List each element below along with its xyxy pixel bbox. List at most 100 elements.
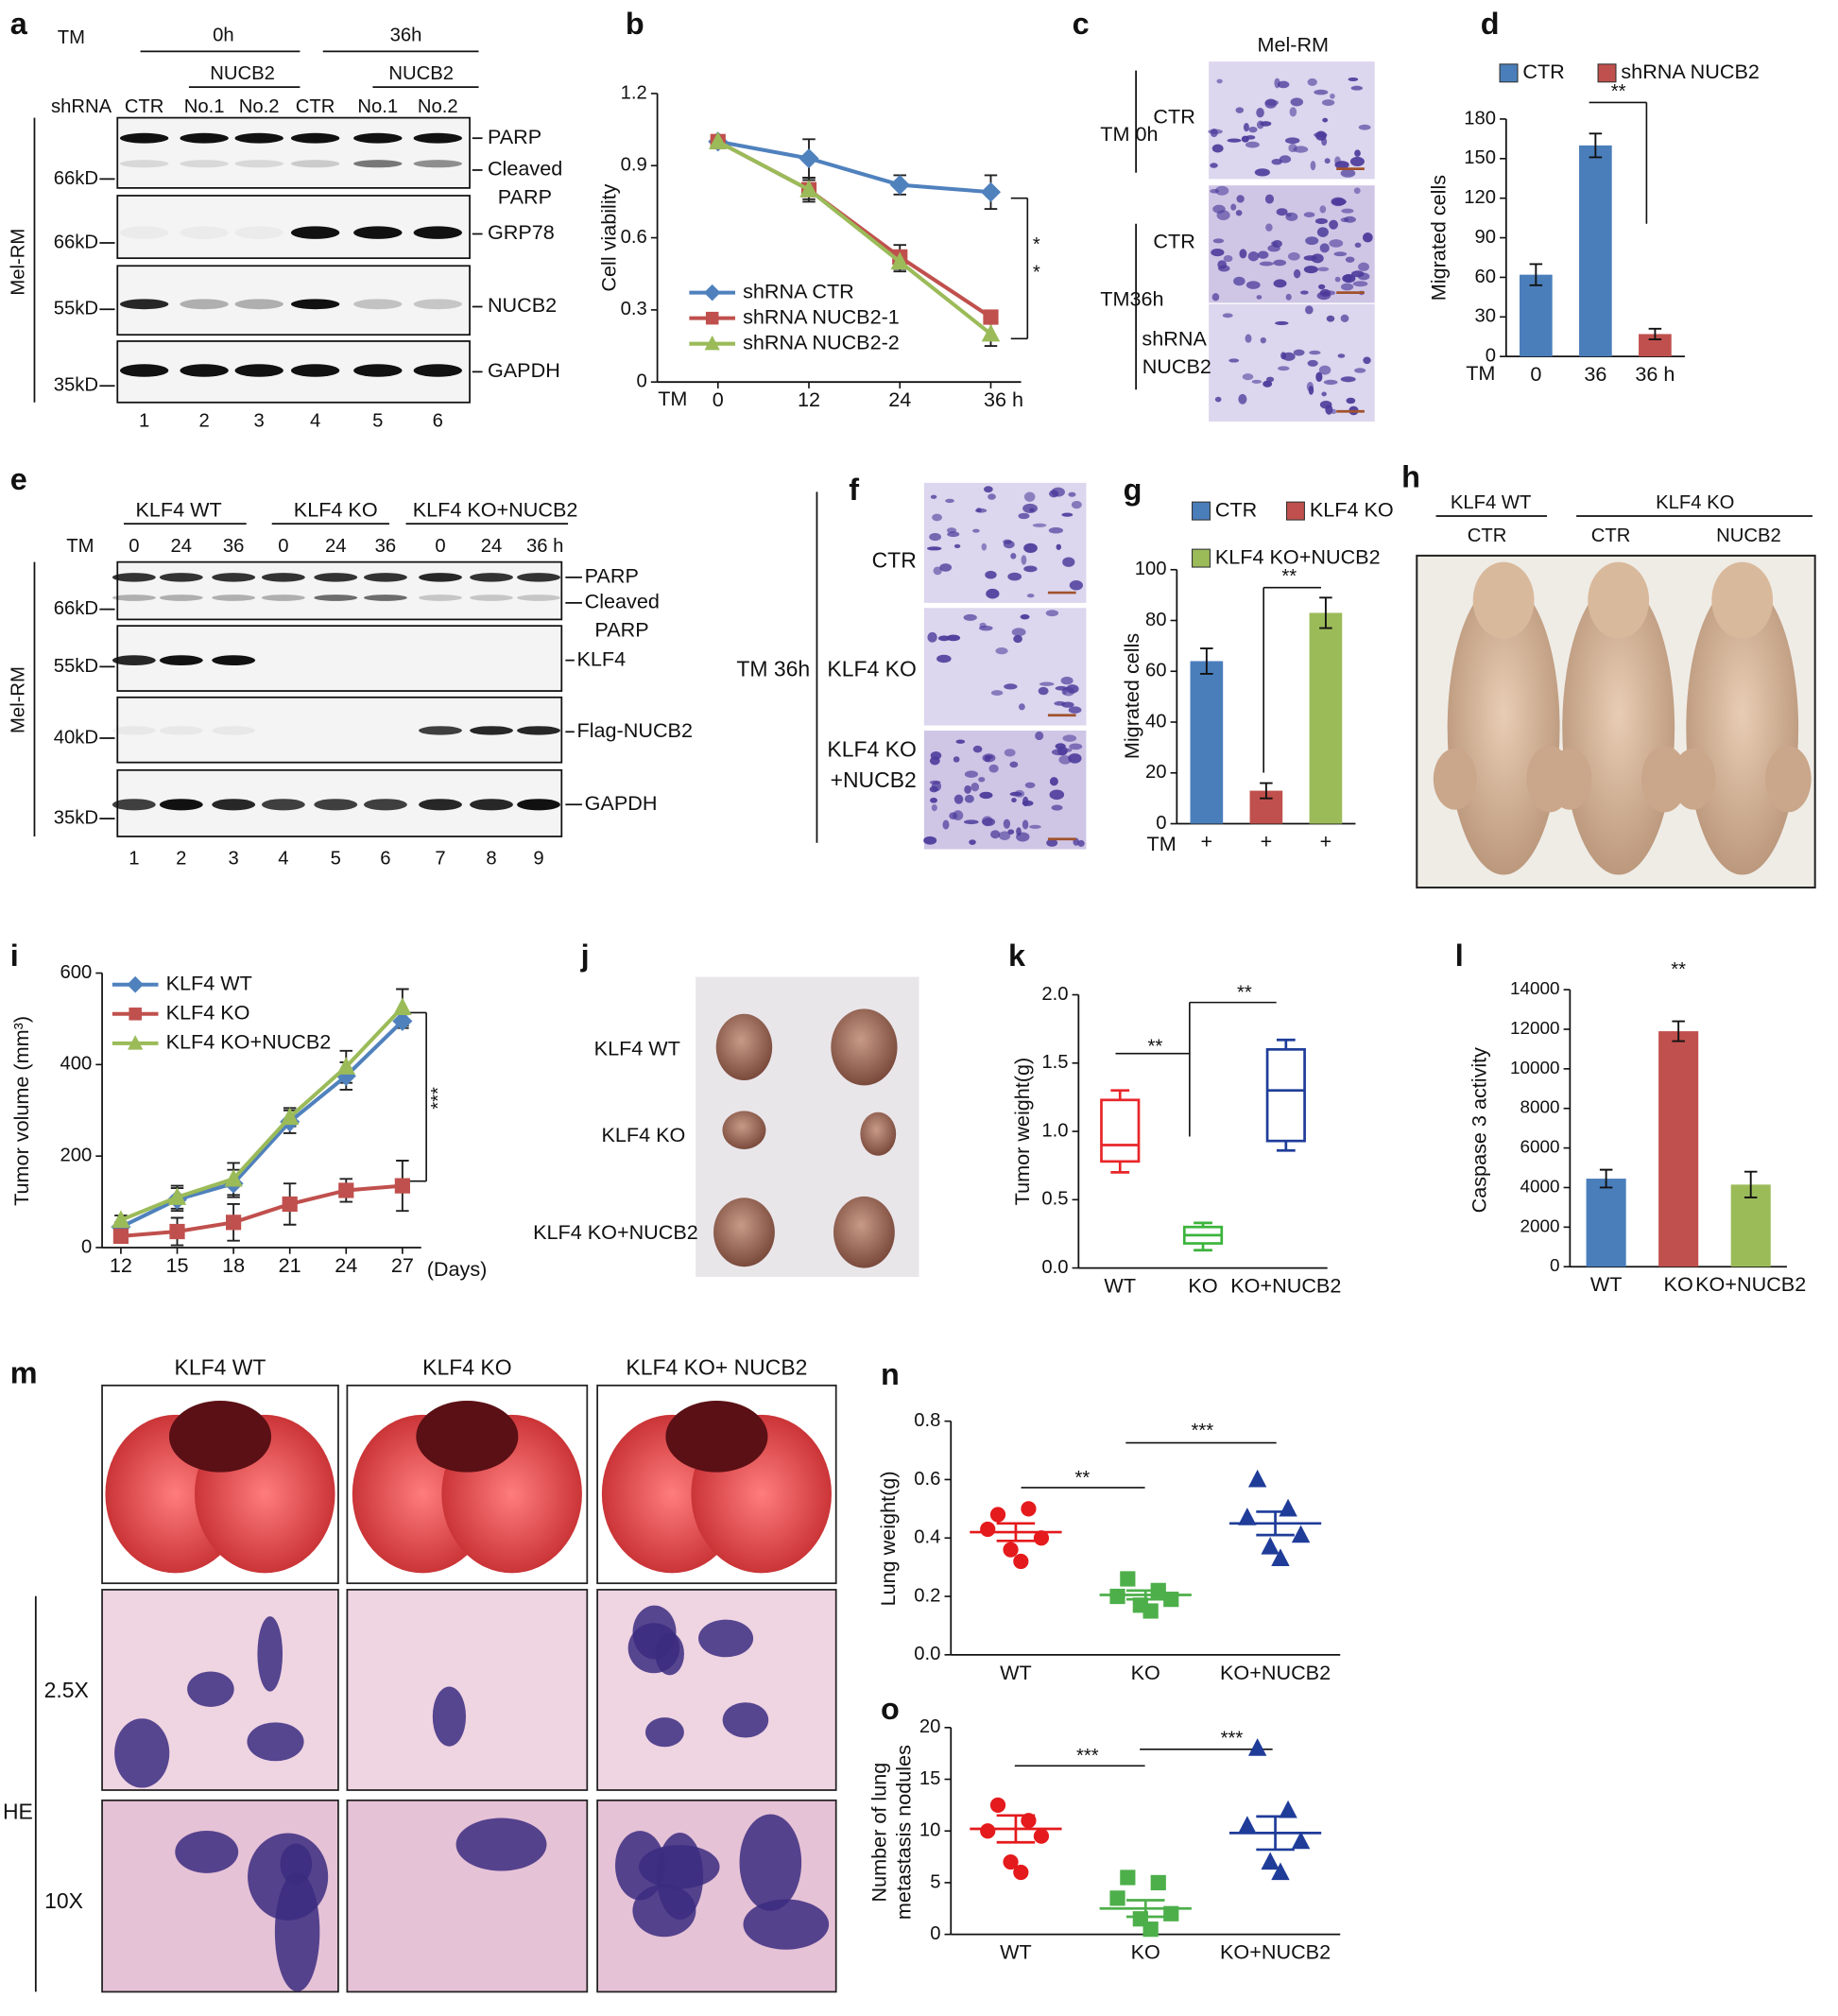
legend-marker xyxy=(129,1008,142,1021)
band-label: NUCB2 xyxy=(488,293,557,317)
stained-cell xyxy=(978,777,986,783)
y-tick-label: 0.2 xyxy=(914,1585,940,1606)
lane-label: 36 h xyxy=(526,536,563,557)
significance: *** xyxy=(1221,1728,1244,1749)
tumor-nodule xyxy=(743,1899,830,1950)
tumor xyxy=(1548,748,1592,810)
lane-number: 7 xyxy=(435,849,445,870)
label: HE xyxy=(3,1799,33,1823)
point xyxy=(1247,1469,1267,1488)
stained-cell xyxy=(1032,523,1047,527)
stained-cell xyxy=(1211,248,1225,257)
error-bar xyxy=(1589,132,1603,159)
y-tick-label: 0.4 xyxy=(914,1527,940,1548)
stained-cell xyxy=(1340,376,1356,383)
stained-cell xyxy=(1305,236,1319,246)
box xyxy=(1100,1098,1141,1163)
stained-cell xyxy=(1023,491,1036,502)
stained-cell xyxy=(1248,127,1258,133)
x-tick-label: 27 xyxy=(391,1253,414,1277)
legend-marker xyxy=(703,284,721,302)
stained-cell xyxy=(1310,161,1316,171)
tumor xyxy=(860,1111,897,1156)
stained-cell xyxy=(1285,293,1292,301)
lane-label: CTR xyxy=(296,96,335,117)
blot-band xyxy=(290,364,340,377)
point xyxy=(169,1223,185,1240)
blot-band xyxy=(180,132,229,144)
box xyxy=(1265,1047,1306,1143)
legend-marker xyxy=(704,335,720,351)
sem-bar xyxy=(1256,1815,1295,1852)
y-tick-label: 1.2 xyxy=(621,82,647,103)
point xyxy=(889,175,910,196)
stained-cell xyxy=(932,513,942,522)
stained-cell xyxy=(1354,242,1362,249)
y-axis-label: Tumor volume (mm³) xyxy=(9,1016,33,1206)
label: TM 36h xyxy=(736,657,810,681)
lane-number: 6 xyxy=(380,849,390,870)
panel-letter: o xyxy=(881,1692,900,1726)
y-tick-label: 200 xyxy=(60,1146,92,1166)
stained-cell xyxy=(1358,124,1371,130)
y-axis-label: Lung weight(g) xyxy=(876,1471,900,1606)
tumor-nodule xyxy=(280,1843,313,1886)
tumor-nodule xyxy=(739,1814,802,1911)
point xyxy=(1238,1508,1257,1525)
stained-cell xyxy=(1223,254,1233,263)
stained-cell xyxy=(1354,368,1366,373)
blot-band xyxy=(517,594,560,601)
blot-band xyxy=(261,573,305,582)
series-line xyxy=(716,140,992,336)
bar xyxy=(1579,145,1612,357)
tumor-nodule xyxy=(175,1830,239,1873)
stained-cell xyxy=(990,830,1001,839)
row-label: TM xyxy=(58,27,85,48)
bar xyxy=(1520,274,1553,357)
significance: * xyxy=(1033,234,1040,255)
y-tick-label: 80 xyxy=(1145,610,1167,630)
whisker xyxy=(1276,1038,1296,1050)
mw-marker: 35kD xyxy=(54,375,98,396)
error-bar xyxy=(1672,1020,1685,1042)
lane-label: No.1 xyxy=(184,96,225,117)
lane-label: 24 xyxy=(481,536,503,557)
stained-cell xyxy=(1004,749,1016,757)
mouse-body xyxy=(1686,580,1799,875)
stained-cell xyxy=(1063,748,1073,752)
stained-cell xyxy=(1288,143,1297,153)
bar xyxy=(1639,334,1672,357)
blot-band xyxy=(180,226,229,239)
stained-cell xyxy=(1321,99,1335,107)
stained-cell xyxy=(979,791,993,800)
x-tick-label: 24 xyxy=(335,1253,357,1277)
y-tick-label: 0 xyxy=(1156,813,1166,834)
label: shRNA xyxy=(1142,326,1207,350)
lane-number: 3 xyxy=(229,849,239,870)
stained-cell xyxy=(1004,683,1018,690)
stained-cell xyxy=(1242,373,1254,381)
point xyxy=(989,1507,1006,1523)
point xyxy=(394,1178,410,1194)
lane-number: 1 xyxy=(129,849,139,870)
point xyxy=(335,1065,356,1086)
mouse-body xyxy=(1562,580,1675,875)
blot-frame xyxy=(116,116,471,189)
x-tick-label: WT xyxy=(1000,1940,1032,1964)
stained-cell xyxy=(1068,706,1082,714)
stained-cell xyxy=(1245,141,1260,148)
label: KLF4 WT xyxy=(175,1354,266,1379)
point xyxy=(799,180,818,198)
stained-cell xyxy=(1350,85,1364,91)
blot-band xyxy=(112,594,156,601)
x-tick-label: 36 h xyxy=(1635,362,1675,386)
stained-cell xyxy=(1270,241,1278,246)
stained-cell xyxy=(930,494,937,499)
legend-swatch xyxy=(1499,63,1519,83)
stained-cell xyxy=(1273,259,1287,267)
lane-label: 36 xyxy=(223,536,245,557)
blot-band xyxy=(363,799,407,811)
x-tick-label: 18 xyxy=(222,1253,245,1277)
label: 2.5X xyxy=(44,1678,89,1702)
stained-cell xyxy=(974,508,988,513)
